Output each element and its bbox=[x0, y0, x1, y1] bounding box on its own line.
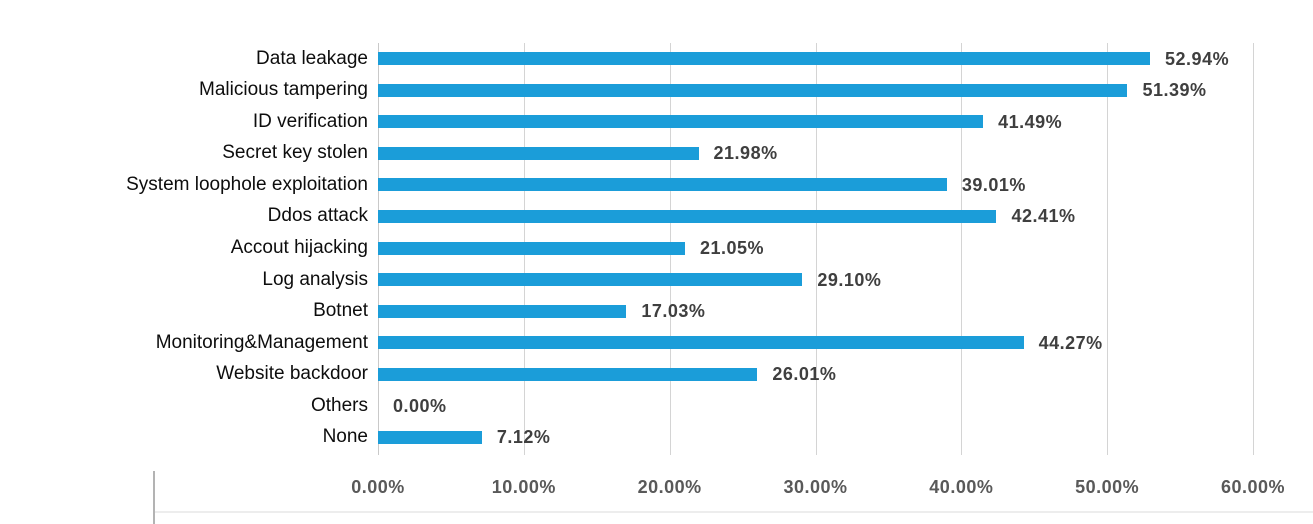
gridline bbox=[1107, 43, 1109, 455]
category-label: Website backdoor bbox=[216, 363, 368, 385]
x-axis-tick-label: 40.00% bbox=[929, 477, 994, 497]
x-axis-tick-label: 20.00% bbox=[637, 477, 702, 497]
bar bbox=[378, 304, 627, 318]
category-label: Log analysis bbox=[262, 268, 368, 290]
bar bbox=[378, 367, 758, 381]
category-label: Botnet bbox=[313, 300, 368, 322]
category-label: Ddos attack bbox=[267, 205, 368, 227]
bar bbox=[378, 209, 997, 223]
bar bbox=[378, 430, 482, 444]
x-axis-tick-label: 10.00% bbox=[491, 477, 556, 497]
bar bbox=[378, 146, 699, 160]
value-label: 44.27% bbox=[1038, 332, 1103, 353]
category-label: System loophole exploitation bbox=[126, 173, 368, 195]
value-label: 51.39% bbox=[1142, 80, 1207, 101]
category-label: Accout hijacking bbox=[230, 237, 368, 258]
value-label: 29.10% bbox=[817, 269, 882, 290]
value-label: 17.03% bbox=[641, 301, 706, 322]
value-label: 0.00% bbox=[393, 395, 447, 416]
gridline bbox=[815, 43, 817, 455]
gridline bbox=[961, 43, 963, 455]
bar bbox=[378, 52, 1151, 66]
value-label: 26.01% bbox=[772, 364, 837, 385]
value-label: 42.41% bbox=[1011, 206, 1076, 227]
x-axis-tick-label: 60.00% bbox=[1220, 477, 1286, 497]
bar bbox=[378, 336, 1024, 350]
category-label: Data leakage bbox=[256, 47, 368, 69]
gridline bbox=[1253, 43, 1254, 455]
category-label: None bbox=[322, 426, 368, 448]
page-frame-vertical-line bbox=[153, 471, 155, 524]
x-axis-tick-label: 30.00% bbox=[783, 477, 848, 497]
category-label: Others bbox=[310, 394, 368, 416]
category-label: ID verification bbox=[252, 110, 368, 132]
bar bbox=[378, 273, 803, 287]
category-label: Monitoring&Management bbox=[155, 331, 368, 353]
value-label: 21.05% bbox=[699, 238, 765, 258]
bar bbox=[378, 115, 984, 129]
value-label: 7.12% bbox=[496, 427, 551, 448]
bar bbox=[378, 83, 1128, 97]
bar bbox=[378, 178, 947, 192]
value-label: 21.98% bbox=[713, 143, 778, 164]
category-label: Malicious tampering bbox=[199, 79, 368, 101]
plot-area bbox=[378, 43, 1254, 455]
value-label: 52.94% bbox=[1165, 48, 1230, 69]
x-axis-tick-label: 50.00% bbox=[1075, 477, 1140, 497]
value-label: 39.01% bbox=[961, 174, 1026, 195]
x-axis-tick-label: 0.00% bbox=[351, 477, 405, 497]
category-label: Secret key stolen bbox=[222, 142, 368, 164]
bar bbox=[378, 241, 685, 255]
value-label: 41.49% bbox=[998, 111, 1063, 132]
page-frame-horizontal-line bbox=[155, 511, 1313, 513]
